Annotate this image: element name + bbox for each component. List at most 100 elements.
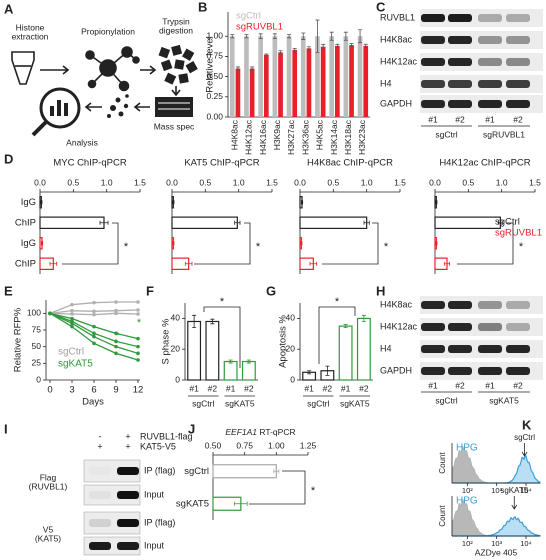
y-tick-label: 0.25 — [206, 91, 223, 101]
y-tick-label: 0.75 — [206, 51, 223, 61]
condition-mark: - — [99, 431, 102, 441]
bar — [187, 320, 202, 381]
x-tick-label: 0.0 — [294, 177, 306, 187]
lane-label: #1 — [428, 114, 438, 124]
x-tick-label: 3 — [69, 385, 74, 396]
error-bar — [172, 241, 175, 246]
error-bar — [321, 43, 326, 50]
y-axis-label: S phase % — [161, 318, 172, 364]
x-tick-label: 10⁴ — [520, 486, 532, 495]
sample-label: HPG — [456, 496, 478, 507]
y-axis-label: Relative level — [205, 36, 216, 93]
significance-bracket — [194, 222, 251, 265]
blot-band — [421, 323, 445, 331]
y-tick-label: 50 — [32, 341, 42, 351]
arrow — [133, 102, 150, 112]
condition-label: KAT5-V5 — [140, 441, 176, 451]
blot-band — [478, 36, 502, 44]
bar — [300, 36, 306, 117]
x-axis-label: AZDye 405 — [475, 547, 518, 557]
bar — [212, 464, 277, 479]
arrow — [40, 65, 70, 75]
error-bar — [264, 53, 269, 57]
x-tick-label: 0.5 — [327, 177, 339, 187]
panel-label: J — [188, 421, 195, 436]
chart-title: EEF1A1 RT-qPCR — [225, 427, 295, 437]
antibody-label: V5 (KAT5) — [35, 525, 61, 544]
group-label: sgCtrl — [307, 398, 329, 408]
x-tick-label: 10³ — [491, 539, 502, 548]
error-bar — [343, 324, 348, 329]
bar — [235, 68, 241, 117]
chart-title: H4K8ac ChIP-qPCR — [307, 158, 393, 169]
panel-label: A — [4, 1, 14, 16]
blot-band — [506, 58, 530, 66]
blot-row-label: H4K8ac — [380, 299, 413, 309]
x-tick-label: #1 — [189, 383, 199, 393]
x-tick-label: 1.0 — [496, 177, 508, 187]
lane-label: #1 — [428, 380, 438, 390]
legend-label: sgRUVBL1 — [495, 228, 542, 239]
blot-strip — [420, 9, 543, 27]
blot-band — [117, 467, 139, 475]
bar — [306, 48, 312, 117]
y-tick-label: 20 — [171, 343, 181, 353]
bar — [338, 325, 353, 381]
significance-label: * — [124, 241, 129, 253]
x-tick-label: 0.0 — [166, 177, 178, 187]
error-bar — [307, 370, 312, 375]
error-bar — [235, 66, 240, 71]
blot-band — [448, 301, 472, 309]
series-point — [92, 331, 96, 336]
x-tick-label: 12 — [133, 385, 144, 396]
blot-band — [506, 36, 530, 44]
y-axis-label: Relative RFP% — [13, 307, 24, 372]
x-tick-label: 1.5 — [266, 177, 278, 187]
x-tick-label: 10³ — [491, 486, 502, 495]
step-label: Analysis — [66, 137, 98, 147]
legend-label: sgRUVBL1 — [236, 22, 283, 33]
error-bar — [443, 261, 451, 266]
error-bar — [329, 31, 334, 41]
blot-band — [421, 80, 445, 88]
y-tick-label: 75 — [32, 324, 42, 334]
y-tick-label: sgKAT5 — [176, 498, 209, 509]
x-tick-label: #1 — [226, 383, 236, 393]
panel-label: K — [522, 417, 532, 432]
blot-strip — [83, 536, 141, 556]
bar — [171, 216, 238, 229]
blot-band — [448, 58, 472, 66]
bar — [434, 216, 501, 229]
peak-label: sgCtrl — [514, 433, 535, 442]
chart-title: H4K12ac ChIP-qPCR — [439, 158, 530, 169]
significance-label: * — [220, 296, 225, 308]
error-bar — [244, 34, 249, 39]
error-bar — [250, 66, 255, 71]
bar — [258, 36, 263, 117]
series-point — [114, 311, 118, 316]
condition-label: RUVBL1-flag — [140, 431, 193, 441]
series-point — [136, 358, 140, 362]
significance-bracket — [249, 470, 306, 505]
blot-strip — [83, 484, 141, 506]
fraction-label: IP (flag) — [144, 465, 175, 475]
blot-band — [478, 301, 502, 309]
x-tick-label: 0.50 — [205, 440, 222, 450]
series-point — [114, 300, 118, 304]
x-tick-label: H4K8ac — [229, 119, 239, 150]
bar — [264, 54, 269, 117]
lane-label: #2 — [455, 380, 465, 390]
fraction-label: IP (flag) — [144, 517, 175, 527]
error-bar — [435, 241, 438, 246]
x-tick-label: #2 — [359, 383, 369, 393]
series-point — [114, 331, 118, 336]
blot-strip — [83, 511, 141, 535]
x-tick-label: H3K36ac — [300, 119, 310, 155]
error-bar — [358, 29, 363, 44]
series-point — [48, 311, 52, 316]
blot-band — [448, 323, 472, 331]
bar — [292, 49, 298, 117]
blot-band — [478, 323, 502, 331]
blot-band — [448, 345, 472, 353]
bar — [335, 45, 340, 117]
